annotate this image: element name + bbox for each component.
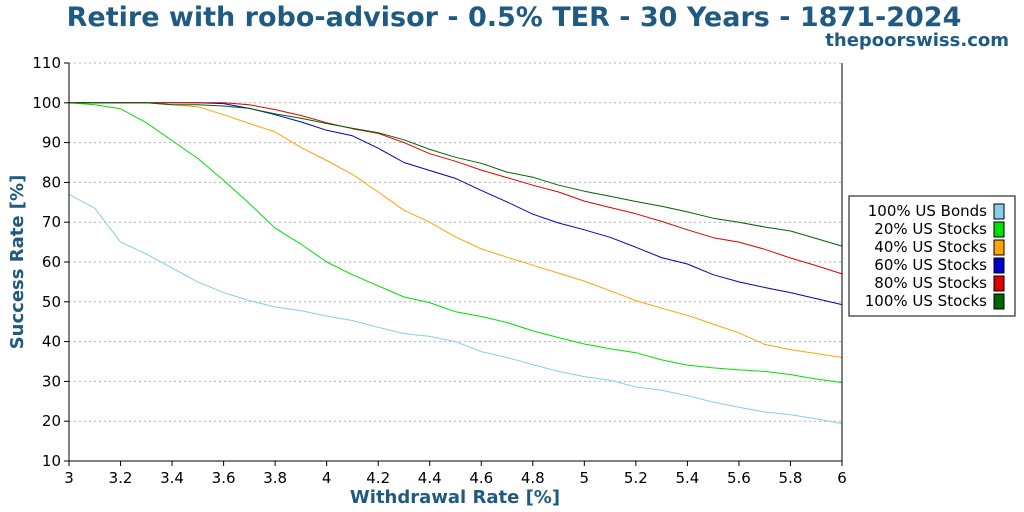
x-tick-label: 3	[64, 469, 74, 487]
y-tick-label: 30	[42, 372, 61, 390]
y-tick-label: 50	[42, 293, 61, 311]
x-tick-label: 3.2	[109, 469, 133, 487]
y-tick-label: 90	[42, 134, 61, 152]
x-tick-label: 4.8	[521, 469, 545, 487]
legend-label: 60% US Stocks	[874, 256, 987, 274]
y-tick-label: 40	[42, 333, 61, 351]
legend-swatch	[993, 203, 1005, 220]
legend-label: 40% US Stocks	[874, 238, 987, 256]
chart-subtitle: thepoorswiss.com	[825, 30, 1009, 51]
y-tick-label: 20	[42, 412, 61, 430]
legend-swatch	[993, 221, 1005, 238]
y-tick-label: 70	[42, 213, 61, 231]
grid-lines	[69, 62, 842, 462]
y-tick-label: 60	[42, 253, 61, 271]
y-tick-label: 80	[42, 173, 61, 191]
series-line-1	[68, 193, 843, 425]
chart-title: Retire with robo-advisor - 0.5% TER - 30…	[67, 2, 962, 33]
legend-swatch	[993, 293, 1005, 310]
y-tick-label: 10	[42, 452, 61, 470]
legend-label: 100% US Stocks	[865, 292, 987, 310]
series-lines	[68, 102, 843, 425]
y-tick-label: 110	[32, 54, 61, 72]
x-tick-label: 3.8	[263, 469, 287, 487]
legend-swatch	[993, 239, 1005, 256]
x-axis-label: Withdrawal Rate [%]	[350, 487, 560, 508]
x-tick-label: 3.6	[212, 469, 236, 487]
y-tick-label: 100	[32, 94, 61, 112]
legend-box	[848, 195, 1016, 317]
legend-swatch	[993, 275, 1005, 292]
x-tick-label: 5.8	[779, 469, 803, 487]
x-tick-label: 4.4	[418, 469, 442, 487]
x-tick-label: 4	[322, 469, 332, 487]
x-tick-label: 4.6	[469, 469, 493, 487]
y-axis-label: Success Rate [%]	[7, 175, 28, 350]
series-line-6	[69, 102, 843, 247]
x-tick-label: 5.2	[624, 469, 648, 487]
legend-label: 80% US Stocks	[874, 274, 987, 292]
x-tick-label: 5.6	[727, 469, 751, 487]
tick-labels: 10 20 30 40 50 60 70 80 90 100 110 3 3.2 3.4 3.6 3.8 4 4.…	[32, 54, 846, 487]
axes	[64, 62, 843, 466]
series-line-4	[69, 102, 843, 306]
series-line-3	[69, 102, 843, 358]
x-tick-label: 4.2	[366, 469, 390, 487]
legend-label: 100% US Bonds	[868, 202, 987, 220]
series-line-2	[68, 102, 843, 384]
legend-label: 20% US Stocks	[874, 220, 987, 238]
x-tick-label: 6	[837, 469, 847, 487]
x-tick-label: 5.4	[675, 469, 699, 487]
x-tick-label: 3.4	[160, 469, 184, 487]
series-line-5	[69, 102, 843, 275]
x-tick-label: 5	[580, 469, 590, 487]
legend-swatch	[993, 257, 1005, 274]
